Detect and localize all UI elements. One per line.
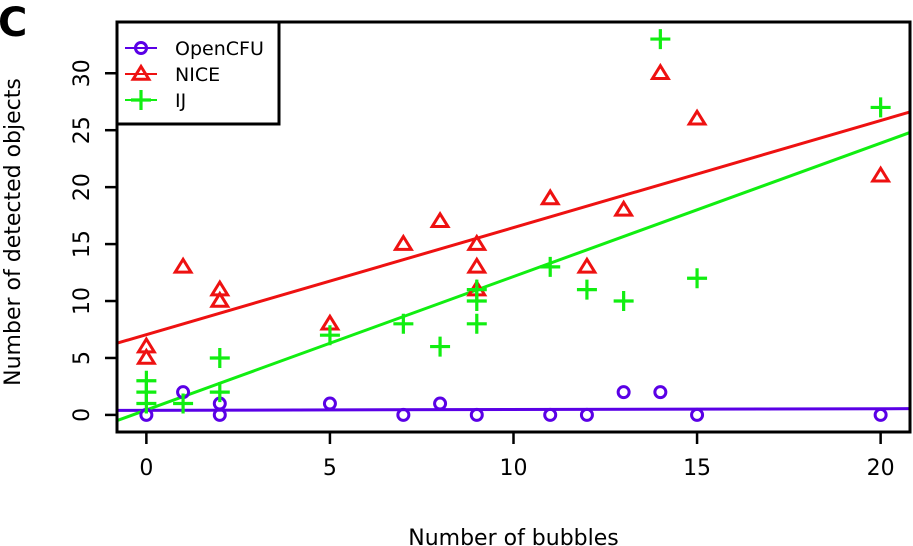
y-tick-label: 15 xyxy=(70,230,95,258)
data-point-nice xyxy=(466,256,488,274)
x-axis: 0 5 10 15 20 xyxy=(139,430,895,481)
data-point-nice xyxy=(613,199,635,217)
x-tick-label: 0 xyxy=(139,456,153,481)
data-point-ij xyxy=(650,29,671,50)
data-point-opencfu xyxy=(653,385,668,400)
data-point-nice xyxy=(429,210,451,229)
x-axis-label: Number of bubbles xyxy=(408,526,619,546)
data-point-ij xyxy=(136,370,157,391)
y-tick-label: 20 xyxy=(70,173,95,201)
legend: OpenCFU NICE IJ xyxy=(115,20,281,126)
y-axis-label: Number of detected objects xyxy=(1,78,26,386)
plot-area xyxy=(117,29,910,423)
x-tick-label: 10 xyxy=(500,456,528,481)
y-tick-label: 25 xyxy=(70,116,95,144)
data-point-opencfu xyxy=(873,407,888,422)
data-point-opencfu xyxy=(469,407,484,422)
series-ij xyxy=(136,29,891,414)
data-point-ij xyxy=(393,313,414,334)
fit-line-opencfu xyxy=(117,407,910,412)
legend-label-ij: IJ xyxy=(175,90,186,112)
data-point-nice xyxy=(686,108,708,126)
fit-line-ij xyxy=(117,131,910,423)
data-point-nice xyxy=(539,188,561,206)
data-point-opencfu xyxy=(433,396,448,411)
legend-marker-ij xyxy=(131,90,151,110)
data-point-ij xyxy=(209,347,230,368)
data-point-opencfu xyxy=(690,407,705,422)
data-point-opencfu xyxy=(579,407,594,422)
data-point-ij xyxy=(576,279,597,300)
data-point-nice xyxy=(576,256,598,274)
data-point-nice xyxy=(135,336,157,354)
legend-label-opencfu: OpenCFU xyxy=(175,38,264,60)
data-point-opencfu xyxy=(543,407,558,422)
y-axis: 0 5 10 15 20 25 30 xyxy=(70,59,119,422)
data-point-opencfu xyxy=(396,407,411,422)
data-point-ij xyxy=(466,313,487,334)
y-tick-label: 0 xyxy=(70,408,95,422)
y-tick-label: 10 xyxy=(70,287,95,315)
data-point-ij xyxy=(319,325,340,346)
data-point-nice xyxy=(135,347,157,365)
data-point-ij xyxy=(540,256,561,277)
data-point-ij xyxy=(430,336,451,357)
data-point-ij xyxy=(466,279,487,300)
data-point-nice xyxy=(172,256,194,274)
x-tick-label: 5 xyxy=(323,456,337,481)
legend-label-nice: NICE xyxy=(175,64,220,86)
y-tick-label: 5 xyxy=(70,351,95,365)
data-point-ij xyxy=(173,393,194,414)
data-point-nice xyxy=(209,279,231,297)
y-tick-label: 30 xyxy=(70,59,95,87)
data-point-ij xyxy=(687,268,708,289)
series-opencfu xyxy=(139,385,888,422)
legend-marker-nice xyxy=(130,63,152,81)
data-point-nice xyxy=(392,233,414,251)
data-point-opencfu xyxy=(616,385,631,400)
x-tick-label: 15 xyxy=(683,456,711,481)
data-point-ij xyxy=(613,291,634,312)
x-tick-label: 20 xyxy=(867,456,895,481)
data-point-nice xyxy=(466,233,488,251)
data-point-ij xyxy=(209,382,230,403)
panel-label: C xyxy=(0,0,27,46)
data-point-ij xyxy=(870,97,891,118)
legend-marker-opencfu xyxy=(134,41,148,55)
data-point-nice xyxy=(209,290,231,308)
data-point-nice xyxy=(870,165,892,183)
fit-line-nice xyxy=(117,110,910,345)
data-point-opencfu xyxy=(322,396,337,411)
data-point-nice xyxy=(649,62,671,80)
